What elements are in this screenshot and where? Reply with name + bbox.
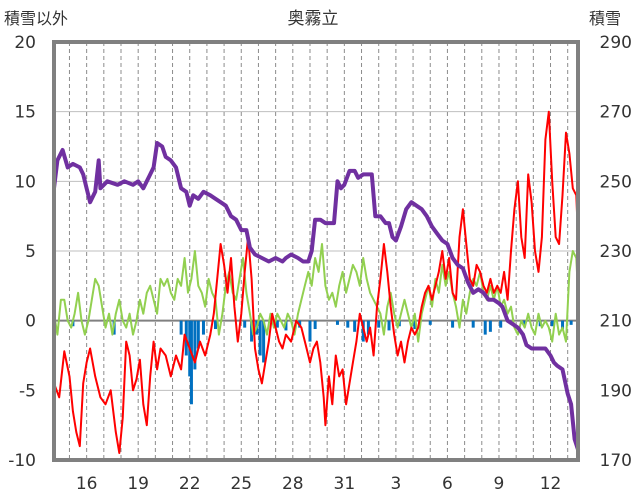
x-tick-label: 3 xyxy=(390,474,401,494)
precipitation-bar xyxy=(346,320,350,328)
left-tick-label: 15 xyxy=(14,103,36,123)
left-tick-label: 0 xyxy=(25,312,36,332)
left-tick-label: -5 xyxy=(19,381,36,401)
x-tick-label: 31 xyxy=(334,474,356,494)
snow_depth-line xyxy=(52,141,580,452)
precipitation-bar xyxy=(193,320,197,370)
x-tick-label: 22 xyxy=(179,474,201,494)
precipitation-bar xyxy=(561,320,565,330)
precipitation-bar xyxy=(313,320,317,330)
plot-frame xyxy=(52,40,580,462)
precipitation-bar xyxy=(308,320,312,342)
x-tick-label: 16 xyxy=(76,474,98,494)
x-tick-label: 19 xyxy=(127,474,149,494)
right-tick-label: 290 xyxy=(600,33,632,53)
precipitation-bar xyxy=(196,320,200,349)
x-tick-label: 25 xyxy=(230,474,252,494)
precipitation-bar xyxy=(201,320,205,335)
precipitation-bar xyxy=(488,320,492,332)
precipitation-bar xyxy=(523,320,527,325)
precipitation-bar xyxy=(413,320,417,330)
precipitation-bar xyxy=(471,320,475,328)
right-tick-label: 210 xyxy=(600,312,632,332)
grid xyxy=(54,42,578,460)
right-tick-label: 230 xyxy=(600,242,632,262)
temperature-line xyxy=(53,110,579,454)
axes xyxy=(52,40,580,462)
precipitation-bar xyxy=(366,320,370,335)
precipitation-bar xyxy=(483,320,487,335)
right-tick-label: 170 xyxy=(600,451,632,471)
precipitation-bars xyxy=(71,320,573,405)
precipitation-bar xyxy=(550,320,554,327)
wind-line xyxy=(53,243,579,343)
x-tick-label: 9 xyxy=(494,474,505,494)
precipitation-bar xyxy=(377,320,381,328)
precipitation-bar xyxy=(387,320,391,331)
precipitation-bar xyxy=(569,320,573,325)
x-tick-label: 6 xyxy=(442,474,453,494)
precipitation-bar xyxy=(499,320,503,328)
left-axis-heading: 積雪以外 xyxy=(4,9,68,28)
precipitation-bar xyxy=(213,320,217,330)
precipitation-bar xyxy=(284,320,288,331)
x-tick-label: 12 xyxy=(540,474,562,494)
chart-title: 奥霧立 xyxy=(288,9,339,29)
precipitation-bar xyxy=(428,320,432,325)
precipitation-bar xyxy=(275,320,279,328)
left-tick-label: 5 xyxy=(25,242,36,262)
precipitation-bar xyxy=(258,320,262,356)
precipitation-bar xyxy=(262,320,266,363)
right-tick-label: 250 xyxy=(600,172,632,192)
precipitation-bar xyxy=(189,320,193,405)
precipitation-bar xyxy=(250,320,254,342)
left-tick-label: 20 xyxy=(14,33,36,53)
right-tick-label: 270 xyxy=(600,103,632,123)
left-tick-label: 10 xyxy=(14,172,36,192)
precipitation-bar xyxy=(353,320,357,332)
precipitation-bar xyxy=(243,320,247,328)
series-lines xyxy=(52,110,580,454)
precipitation-bar xyxy=(179,320,183,335)
left-tick-label: -10 xyxy=(8,451,36,471)
tick-labels: 20 15 10 5 0 -5 -10 290 270 250 230 210 190 170 16 19 22… xyxy=(8,33,632,494)
right-axis-heading: 積雪 xyxy=(589,9,621,28)
precipitation-bar xyxy=(451,320,455,328)
precipitation-bar xyxy=(335,320,339,325)
x-tick-label: 28 xyxy=(282,474,304,494)
right-tick-label: 190 xyxy=(600,381,632,401)
